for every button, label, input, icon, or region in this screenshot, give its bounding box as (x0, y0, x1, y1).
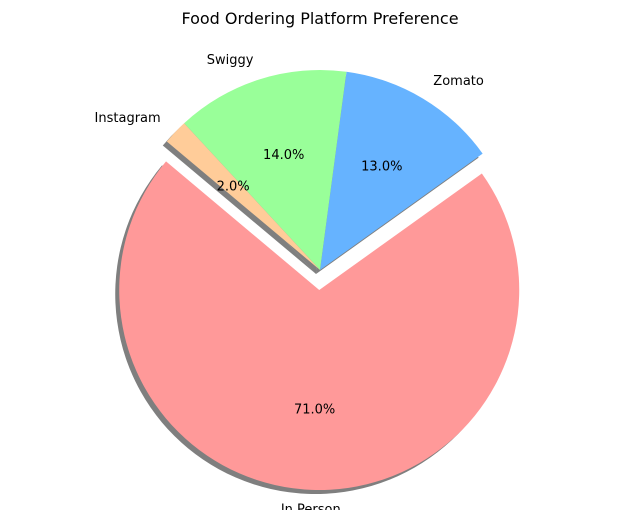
slice-percent-instagram: 2.0% (217, 180, 250, 195)
slice-label-instagram: Instagram (95, 111, 161, 126)
slice-labels: In Person 71.0% Zomato 13.0% Swiggy 14.0% Inst… (95, 53, 484, 510)
slice-label-in-person: In Person (281, 502, 341, 510)
slice-label-swiggy: Swiggy (207, 53, 254, 68)
chart-title: Food Ordering Platform Preference (181, 9, 458, 28)
pie-slices (119, 70, 520, 490)
slice-percent-in-person: 71.0% (294, 402, 335, 417)
slice-in-person (119, 161, 520, 490)
slice-swiggy (184, 70, 347, 270)
slice-label-zomato: Zomato (433, 74, 484, 89)
slice-percent-swiggy: 14.0% (263, 148, 304, 163)
slice-instagram (166, 123, 320, 270)
slice-zomato (320, 71, 483, 270)
slice-percent-zomato: 13.0% (361, 160, 402, 175)
